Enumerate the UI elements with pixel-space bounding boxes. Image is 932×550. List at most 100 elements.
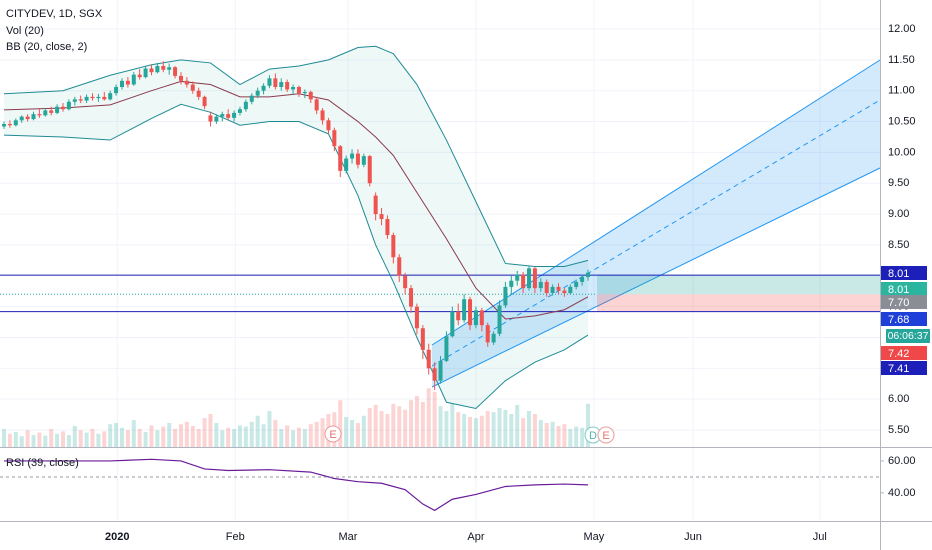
volume-bar [43,435,48,447]
candle-body [409,288,414,307]
candle-body [2,124,7,127]
candle-body [237,109,242,113]
candle-body [291,86,296,90]
candle-body [420,328,425,350]
x-tick-label: Apr [467,531,484,543]
legend-rsi: RSI (39, close) [6,457,79,469]
candle-body [503,286,508,306]
volume-bar [2,429,7,447]
candle-body [544,281,549,294]
volume-bar [562,424,567,447]
candle-body [556,286,561,291]
candle-body [13,120,18,126]
candle-body [167,67,172,70]
candle-body [285,82,290,90]
candle-body [60,106,66,110]
candle-body [479,310,484,326]
y-tick-label: 6.00 [888,393,909,405]
levels [0,274,880,313]
y-tick-label: 11.50 [888,54,915,66]
candle-body [361,156,366,165]
position-loss [597,294,880,312]
volume [2,388,591,447]
candle-body [320,110,325,121]
volume-bar [556,426,561,447]
candle-body [125,80,130,85]
rsi-tick-label: 60.00 [888,455,916,467]
price-label: 8.01 [888,284,909,296]
candle-body [178,75,183,81]
candle-body [414,306,419,329]
volume-bar [521,418,526,447]
earnings-label[interactable]: E [329,429,336,441]
y-tick-label: 10.50 [888,115,916,127]
volume-bar [338,400,343,447]
candle-body [55,106,60,113]
legend-bb: BB (20, close, 2) [6,41,87,53]
earnings-marker[interactable] [324,425,342,443]
candle-body [114,86,119,94]
volume-bar [544,423,549,447]
volume-bar [426,388,431,447]
rsi-line [4,458,589,512]
volume-bar [114,423,119,447]
candle-body [456,311,461,321]
volume-bar [456,412,461,447]
volume-bar [409,400,414,447]
volume-bar [503,409,508,447]
volume-bar [7,433,12,447]
legend-volume: Vol (20) [6,25,44,37]
candle-body [491,333,496,343]
volume-bar [385,414,390,447]
volume-bar [361,415,366,447]
candle-body [532,268,537,289]
earnings-marker[interactable] [597,426,615,444]
candle-body [367,156,372,184]
volume-bar [485,411,490,447]
price-label: 7.70 [888,297,909,309]
price-label-box [881,295,927,309]
candle-body [462,299,467,321]
volume-bar [515,405,520,447]
candle-body [119,80,124,87]
candle-body [173,67,178,76]
volume-bar [196,429,201,447]
volume-bar [538,420,543,447]
volume-bar [491,412,496,447]
candle-body [90,96,95,99]
candle-body [438,360,443,381]
candle-body [96,96,101,99]
volume-bar [509,414,514,447]
volume-bar [66,435,71,447]
volume-bar [214,423,219,447]
volume-bar [96,433,101,447]
price-label: 7.68 [888,314,909,326]
candle-body [385,219,390,236]
volume-bar [391,403,396,447]
candle-body [550,286,555,294]
dividend-label[interactable]: D [589,430,597,442]
volume-bar [527,411,532,447]
volume-bar [13,432,18,447]
candle-body [184,80,189,85]
volume-bar [414,396,419,447]
y-tick-label: 9.50 [888,177,909,189]
position-profit [597,275,880,295]
candle-body [161,66,166,70]
volume-bar [31,435,36,447]
candle-body [190,84,195,91]
candle-body [403,275,408,289]
volume-bar [420,402,425,447]
candle-body [220,114,225,117]
bb-fill [4,46,589,409]
rsi-tick-label: 40.00 [888,487,916,499]
volume-bar [314,421,319,447]
y-tick-label: 8.50 [888,239,909,251]
earnings-label[interactable]: E [602,430,609,442]
candle-body [350,153,355,159]
candle-body [84,96,89,101]
volume-bar [78,430,83,447]
candle-body [43,110,48,116]
volume-bar [137,429,142,447]
